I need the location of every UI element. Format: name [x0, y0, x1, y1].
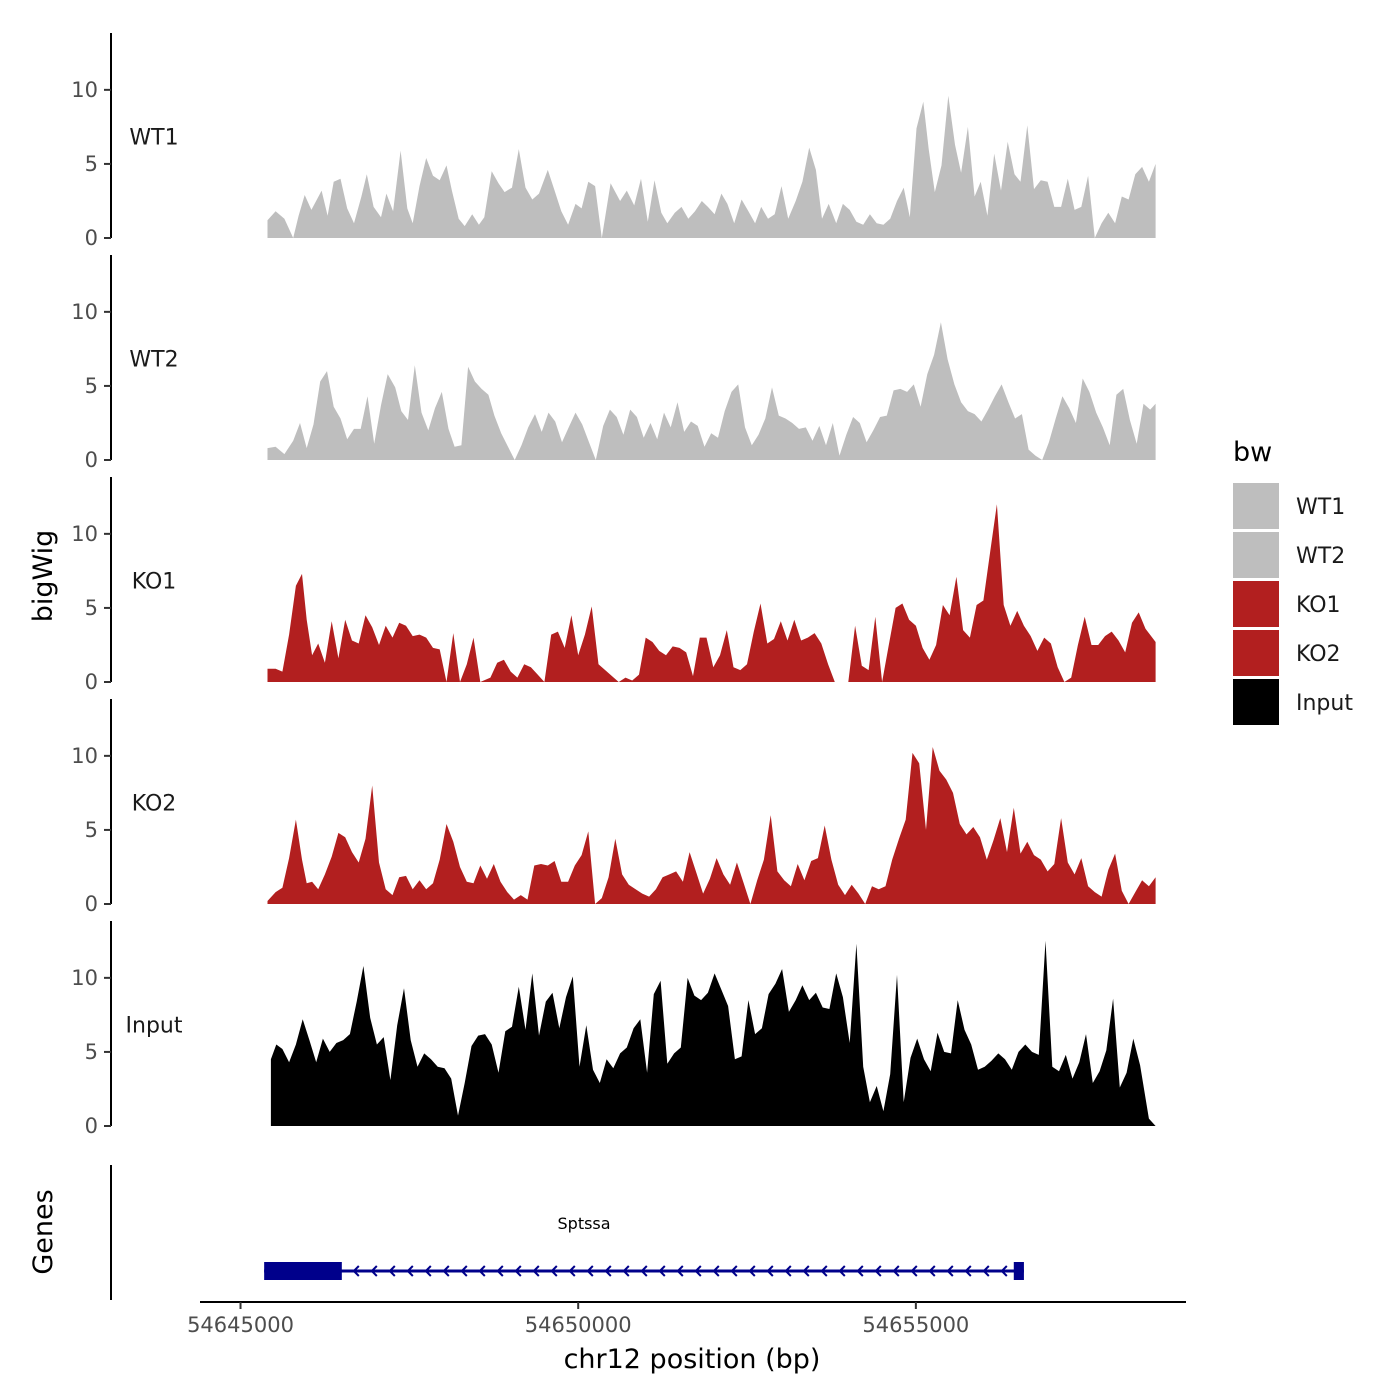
strand-arrow: [712, 1265, 720, 1277]
legend-label-ko1: KO1: [1296, 593, 1341, 618]
legend: bw WT1 WT2 KO1 KO2 Input: [1233, 437, 1353, 725]
strand-arrow: [838, 1265, 846, 1277]
strand-arrow: [784, 1265, 792, 1277]
y-tick-label: 10: [71, 78, 98, 102]
strand-arrow: [928, 1265, 936, 1277]
y-tick-label: 5: [85, 374, 98, 398]
strand-arrow: [424, 1265, 432, 1277]
strand-arrow: [874, 1265, 882, 1277]
strand-arrow: [1000, 1265, 1008, 1277]
legend-title: bw: [1233, 437, 1272, 468]
track-ko2: 0 5 10 KO2: [71, 699, 1156, 916]
y-tick-label: 0: [85, 1114, 98, 1138]
track-label-wt2: WT2: [129, 348, 178, 373]
strand-arrow: [478, 1265, 486, 1277]
y-tick-label: 10: [71, 744, 98, 768]
strand-arrow: [946, 1265, 954, 1277]
coverage-area-ko2: [267, 747, 1156, 904]
track-label-ko1: KO1: [132, 570, 177, 595]
legend-label-ko2: KO2: [1296, 642, 1341, 667]
coverage-tracks: 0 5 10 WT1 0 5 10 WT2 0 5 10 KO1 0 5 10 KO2 0 5 10 Input: [71, 33, 1156, 1138]
strand-arrow: [820, 1265, 828, 1277]
track-label-wt1: WT1: [129, 126, 178, 151]
strand-arrow: [856, 1265, 864, 1277]
y-tick-label: 0: [85, 670, 98, 694]
y-tick-label: 0: [85, 892, 98, 916]
legend-label-wt2: WT2: [1296, 544, 1345, 569]
strand-arrow: [910, 1265, 918, 1277]
legend-label-wt1: WT1: [1296, 495, 1345, 520]
legend-key-ko1: [1233, 581, 1279, 627]
y-tick-label: 10: [71, 522, 98, 546]
strand-arrow: [748, 1265, 756, 1277]
y-tick-label: 10: [71, 300, 98, 324]
strand-arrow: [568, 1265, 576, 1277]
strand-arrow: [406, 1265, 414, 1277]
y-tick-label: 0: [85, 448, 98, 472]
track-label-ko2: KO2: [132, 792, 177, 817]
gene-name-label: Sptssa: [558, 1214, 611, 1233]
legend-key-input: [1233, 679, 1279, 725]
track-wt1: 0 5 10 WT1: [71, 33, 1156, 250]
strand-arrow: [640, 1265, 648, 1277]
coverage-area-wt1: [267, 95, 1156, 238]
strand-arrow: [766, 1265, 774, 1277]
strand-arrow: [982, 1265, 990, 1277]
y-axis-title: bigWig: [28, 530, 59, 623]
track-label-input: Input: [126, 1014, 183, 1039]
strand-arrow: [586, 1265, 594, 1277]
gene-track: Sptssa: [110, 1165, 1024, 1300]
legend-label-input: Input: [1296, 691, 1353, 716]
strand-arrow: [964, 1265, 972, 1277]
genes-axis-title: Genes: [28, 1189, 59, 1274]
strand-arrow: [730, 1265, 738, 1277]
strand-arrow: [442, 1265, 450, 1277]
coverage-area-wt2: [267, 322, 1156, 460]
legend-key-ko2: [1233, 630, 1279, 676]
y-tick-label: 5: [85, 152, 98, 176]
coverage-area-input: [270, 940, 1156, 1126]
strand-arrow: [532, 1265, 540, 1277]
strand-arrow: [676, 1265, 684, 1277]
x-axis-title: chr12 position (bp): [564, 1344, 821, 1375]
strand-arrow: [892, 1265, 900, 1277]
strand-arrow: [550, 1265, 558, 1277]
legend-key-wt2: [1233, 532, 1279, 578]
y-tick-label: 5: [85, 818, 98, 842]
x-tick-label: 54655000: [862, 1313, 969, 1337]
strand-arrow: [370, 1265, 378, 1277]
strand-arrow: [496, 1265, 504, 1277]
y-tick-label: 5: [85, 1040, 98, 1064]
strand-arrow: [622, 1265, 630, 1277]
track-input: 0 5 10 Input: [71, 921, 1156, 1138]
y-tick-label: 10: [71, 966, 98, 990]
y-tick-label: 5: [85, 596, 98, 620]
strand-arrow: [694, 1265, 702, 1277]
y-tick-label: 0: [85, 226, 98, 250]
strand-arrow: [604, 1265, 612, 1277]
strand-arrow: [388, 1265, 396, 1277]
strand-arrow: [658, 1265, 666, 1277]
strand-arrow: [352, 1265, 360, 1277]
coverage-area-ko1: [267, 504, 1156, 682]
strand-arrow: [460, 1265, 468, 1277]
x-tick-label: 54650000: [525, 1313, 632, 1337]
gene-exon-2: [1013, 1262, 1024, 1280]
strand-arrow: [802, 1265, 810, 1277]
track-ko1: 0 5 10 KO1: [71, 477, 1156, 694]
x-tick-label: 54645000: [187, 1313, 294, 1337]
strand-arrow: [514, 1265, 522, 1277]
x-axis: 54645000 54650000 54655000: [187, 1301, 1186, 1337]
track-wt2: 0 5 10 WT2: [71, 255, 1156, 472]
gene-exon-1: [264, 1262, 342, 1280]
legend-key-wt1: [1233, 483, 1279, 529]
